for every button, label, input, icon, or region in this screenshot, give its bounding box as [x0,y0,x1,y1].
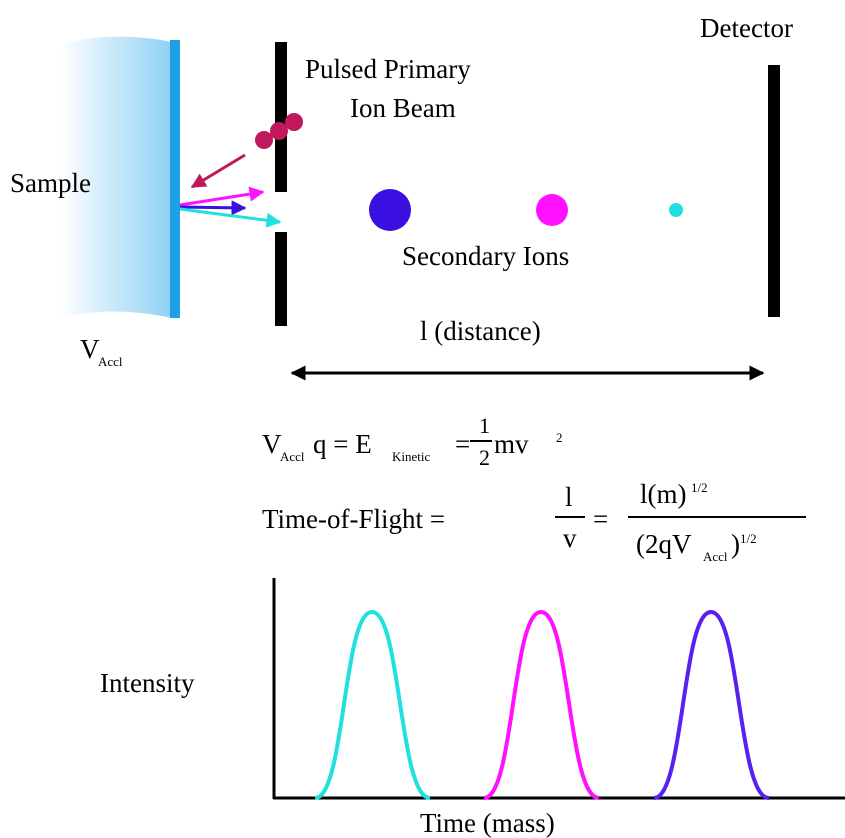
beam-label: Ion Beam [350,93,456,123]
eq-sub: Accl [280,449,305,464]
eq-text: Time-of-Flight = [262,504,445,534]
eq-frac-num: 1 [479,413,490,438]
primary-ion [270,122,288,140]
detector [768,65,780,317]
v-accl: V [80,334,100,364]
eq-frac-den: v [563,523,577,553]
primary-ion [255,131,273,149]
ion-arrow [179,186,265,207]
primary-ion [285,113,303,131]
peak [653,609,770,800]
eq-frac-num: l(m) [640,479,687,509]
eq-sup: 1/2 [740,531,757,546]
ion-arrow [179,207,282,228]
eq-frac-num: l [565,482,573,512]
eq-frac-den: 2 [479,445,490,470]
eq-frac-den: ) [731,529,740,559]
eq-frac-den: (2qV [636,529,692,559]
sample-plate [60,36,172,319]
distance-label: l (distance) [420,316,541,346]
secondary-ion [669,203,683,217]
slit-bottom [275,232,287,326]
peak [483,609,600,800]
slit-top [275,42,287,192]
secondary-ion [536,194,568,226]
eq-text: = [593,504,608,534]
ion-arrow [179,200,247,216]
v-accl-sub: Accl [98,354,123,369]
beam-label: Pulsed Primary [305,54,471,84]
eq-text: V [262,429,282,459]
eq-sub: Accl [703,549,728,564]
eq-text: = [455,429,470,459]
eq-sub: Kinetic [392,449,430,464]
primary-arrow [190,153,246,189]
secondary-ion [369,189,411,231]
sample-surface [170,40,180,318]
sample-label: Sample [10,168,91,198]
peak [314,609,431,800]
eq-text: q = E [313,429,372,459]
x-label: Time (mass) [420,808,555,838]
ions-label: Secondary Ions [402,241,569,271]
detector-label: Detector [700,13,793,43]
y-label: Intensity [100,668,195,698]
eq-sup: 1/2 [691,480,708,495]
eq-text: mv [494,429,529,459]
eq-sup: 2 [556,430,563,445]
